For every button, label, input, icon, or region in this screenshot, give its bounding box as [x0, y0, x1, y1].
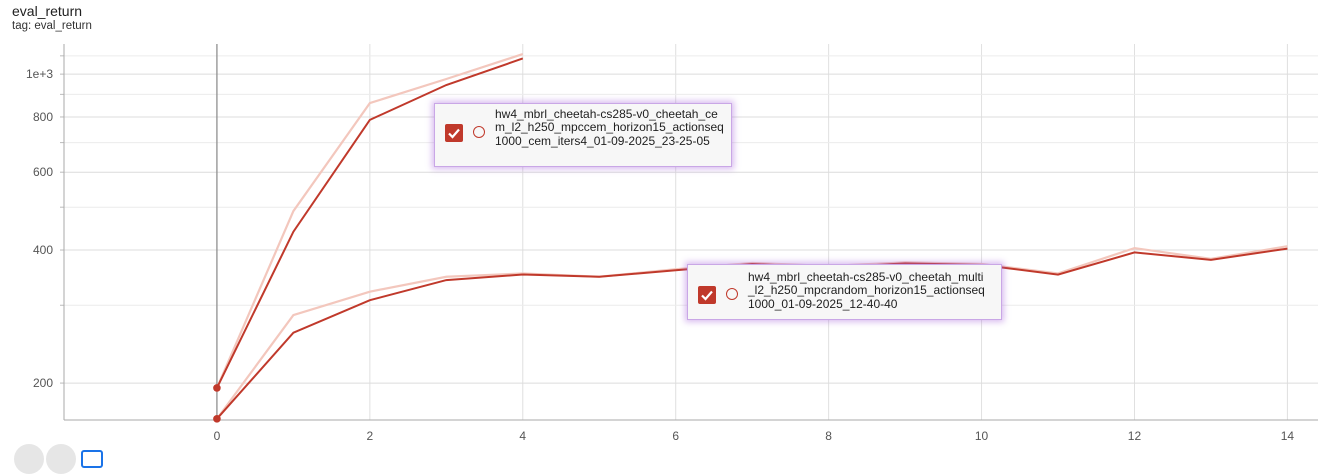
x-tick-label: 10 [975, 429, 989, 443]
run-tooltip-cem: hw4_mbrl_cheetah-cs285-v0_cheetah_cem_l2… [434, 103, 732, 167]
y-tick-label: 800 [33, 110, 53, 124]
raw-lines [215, 53, 1288, 420]
fit-domain-icon[interactable] [14, 444, 44, 474]
x-tick-label: 0 [214, 429, 221, 443]
fullscreen-icon[interactable] [81, 450, 103, 468]
check-icon [701, 290, 713, 301]
x-tick-label: 2 [367, 429, 374, 443]
grid [64, 44, 1318, 420]
run-color-circle-icon [726, 288, 738, 300]
run-checkbox[interactable] [698, 286, 716, 304]
chart-tag: tag: eval_return [12, 20, 92, 32]
x-tick-label: 4 [519, 429, 526, 443]
series-1-line [216, 247, 1288, 420]
log-scale-icon[interactable] [46, 444, 76, 474]
chart-canvas[interactable]: 0 2 4 6 8 10 12 14 200 400 600 800 1e+3 [0, 0, 1320, 454]
run-color-circle-icon [473, 126, 485, 138]
x-tick-label: 12 [1128, 429, 1142, 443]
series-1-start-point [213, 415, 221, 423]
run-name: hw4_mbrl_cheetah-cs285-v0_cheetah_cem_l2… [495, 107, 724, 148]
check-icon [448, 128, 460, 139]
chart-title: eval_return [12, 3, 83, 19]
y-tick-label: 600 [33, 165, 53, 179]
axes [60, 44, 1318, 421]
tick-labels: 0 2 4 6 8 10 12 14 200 400 600 800 1e+3 [26, 67, 1294, 443]
smoothed-lines [216, 57, 1288, 420]
y-tick-label: 200 [33, 376, 53, 390]
series-0-line [216, 57, 524, 389]
run-checkbox[interactable] [445, 124, 463, 142]
start-points [213, 384, 221, 423]
y-tick-label: 1e+3 [26, 67, 53, 81]
run-tooltip-random: hw4_mbrl_cheetah-cs285-v0_cheetah_multi_… [687, 264, 1002, 320]
series-0-raw-line [215, 53, 524, 389]
run-name: hw4_mbrl_cheetah-cs285-v0_cheetah_multi_… [748, 270, 985, 311]
x-tick-label: 6 [672, 429, 679, 443]
y-tick-label: 400 [33, 243, 53, 257]
x-tick-label: 8 [825, 429, 832, 443]
series-0-start-point [213, 384, 221, 392]
series-1-raw-line [216, 245, 1288, 420]
x-tick-label: 14 [1281, 429, 1295, 443]
